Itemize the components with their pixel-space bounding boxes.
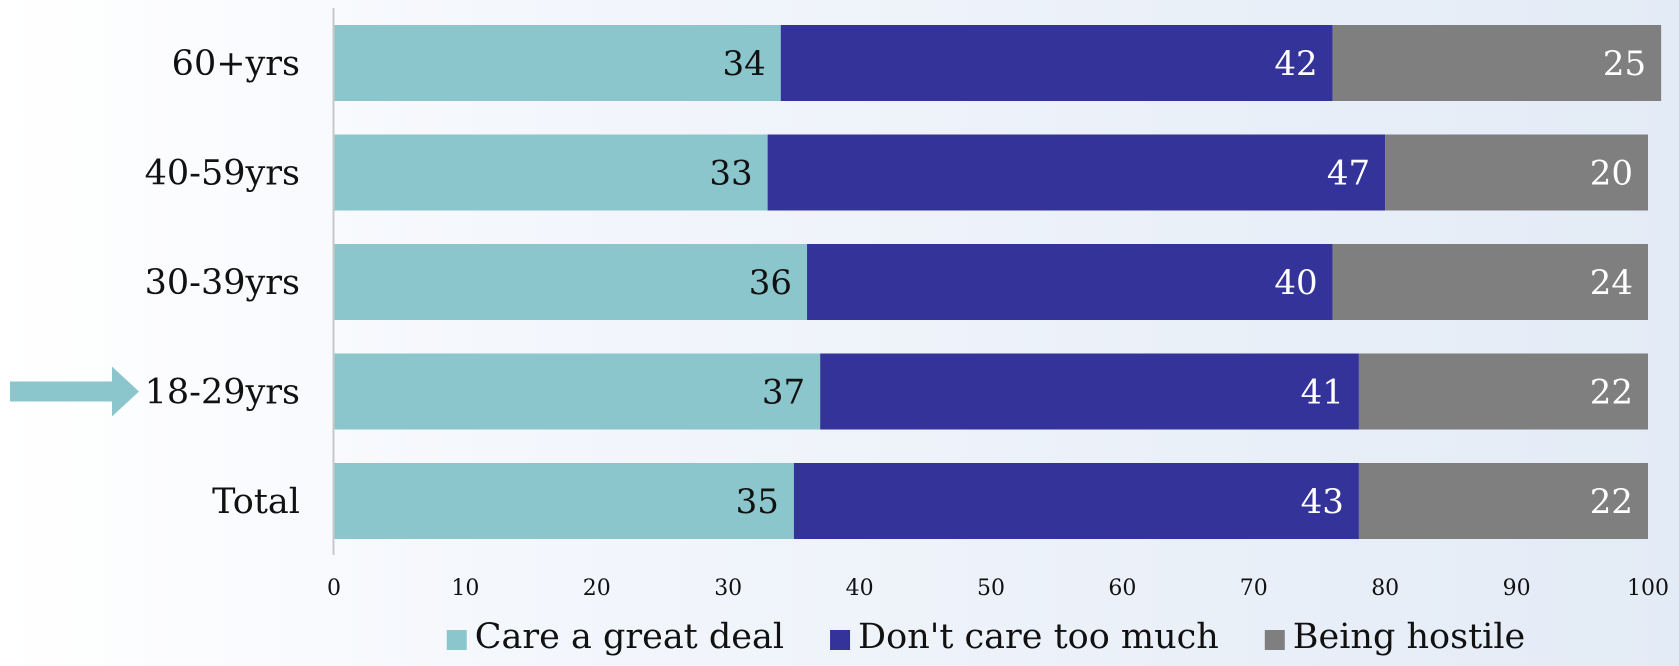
x-tick-label-10: 10 — [451, 576, 479, 601]
bars-layer — [334, 25, 1662, 539]
data-label-18-29yrs-don-t-care-too-much: 41 — [1301, 373, 1344, 413]
data-label-60-yrs-being-hostile: 25 — [1603, 44, 1646, 84]
highlight-arrow-icon — [10, 366, 139, 417]
bar-60-yrs-don-t-care-too-much — [780, 25, 1333, 101]
category-label-60-yrs: 60+yrs — [172, 44, 300, 84]
data-label-40-59yrs-care-a-great-deal: 33 — [709, 154, 752, 194]
category-label-18-29yrs: 18-29yrs — [145, 373, 300, 413]
legend-item-don-t-care-too-much: Don't care too much — [830, 617, 1219, 657]
bar-60-yrs-care-a-great-deal — [334, 25, 781, 101]
legend-swatch-care-a-great-deal — [446, 630, 467, 650]
data-label-30-39yrs-care-a-great-deal: 36 — [749, 263, 792, 303]
legend-label-care-a-great-deal: Care a great deal — [475, 617, 784, 657]
legend-label-don-t-care-too-much: Don't care too much — [858, 617, 1219, 657]
x-tick-label-60: 60 — [1108, 576, 1136, 601]
legend-swatch-don-t-care-too-much — [830, 630, 851, 650]
legend-item-being-hostile: Being hostile — [1264, 617, 1525, 657]
bar-40-59yrs-don-t-care-too-much — [767, 134, 1386, 211]
x-axis: 0 10 20 30 40 50 60 70 80 90 100 — [327, 8, 1669, 601]
bar-total-care-a-great-deal — [334, 463, 794, 539]
x-tick-label-80: 80 — [1371, 576, 1399, 601]
data-label-total-don-t-care-too-much: 43 — [1301, 482, 1344, 522]
bar-18-29yrs-don-t-care-too-much — [820, 353, 1359, 430]
data-label-40-59yrs-being-hostile: 20 — [1590, 154, 1633, 194]
category-label-40-59yrs: 40-59yrs — [145, 154, 300, 194]
x-tick-label-50: 50 — [977, 576, 1005, 601]
legend-swatch-being-hostile — [1264, 630, 1285, 650]
bar-60-yrs-being-hostile — [1332, 25, 1662, 101]
data-label-30-39yrs-don-t-care-too-much: 40 — [1274, 263, 1317, 303]
data-label-40-59yrs-don-t-care-too-much: 47 — [1327, 154, 1370, 194]
bar-40-59yrs-care-a-great-deal — [334, 134, 768, 211]
legend: Care a great deal Don't care too much Bein… — [446, 617, 1525, 657]
x-tick-label-100: 100 — [1627, 576, 1669, 601]
bar-total-being-hostile — [1358, 463, 1648, 539]
x-tick-label-40: 40 — [846, 576, 874, 601]
data-label-60-yrs-don-t-care-too-much: 42 — [1274, 44, 1317, 84]
data-label-60-yrs-care-a-great-deal: 34 — [722, 44, 765, 84]
data-label-18-29yrs-care-a-great-deal: 37 — [762, 373, 805, 413]
legend-item-care-a-great-deal: Care a great deal — [446, 617, 784, 657]
bar-18-29yrs-care-a-great-deal — [334, 353, 821, 430]
data-label-18-29yrs-being-hostile: 22 — [1590, 373, 1633, 413]
labels-layer: 60+yrs 34 42 25 40-59yrs 33 47 20 30-39yrs 36 40 24… — [10, 44, 1646, 522]
bar-18-29yrs-being-hostile — [1358, 353, 1648, 430]
data-label-30-39yrs-being-hostile: 24 — [1590, 263, 1633, 303]
x-tick-label-30: 30 — [714, 576, 742, 601]
bar-30-39yrs-care-a-great-deal — [334, 244, 808, 320]
x-tick-label-20: 20 — [583, 576, 611, 601]
bar-30-39yrs-being-hostile — [1332, 244, 1648, 320]
data-label-total-being-hostile: 22 — [1590, 482, 1633, 522]
bar-total-don-t-care-too-much — [793, 463, 1359, 539]
category-label-total: Total — [212, 482, 300, 522]
x-tick-label-90: 90 — [1503, 576, 1531, 601]
x-tick-label-0: 0 — [327, 576, 341, 601]
data-label-total-care-a-great-deal: 35 — [736, 482, 779, 522]
bar-30-39yrs-don-t-care-too-much — [807, 244, 1333, 320]
x-tick-label-70: 70 — [1240, 576, 1268, 601]
category-label-30-39yrs: 30-39yrs — [145, 263, 300, 303]
bar-40-59yrs-being-hostile — [1385, 134, 1648, 211]
legend-label-being-hostile: Being hostile — [1293, 617, 1525, 657]
